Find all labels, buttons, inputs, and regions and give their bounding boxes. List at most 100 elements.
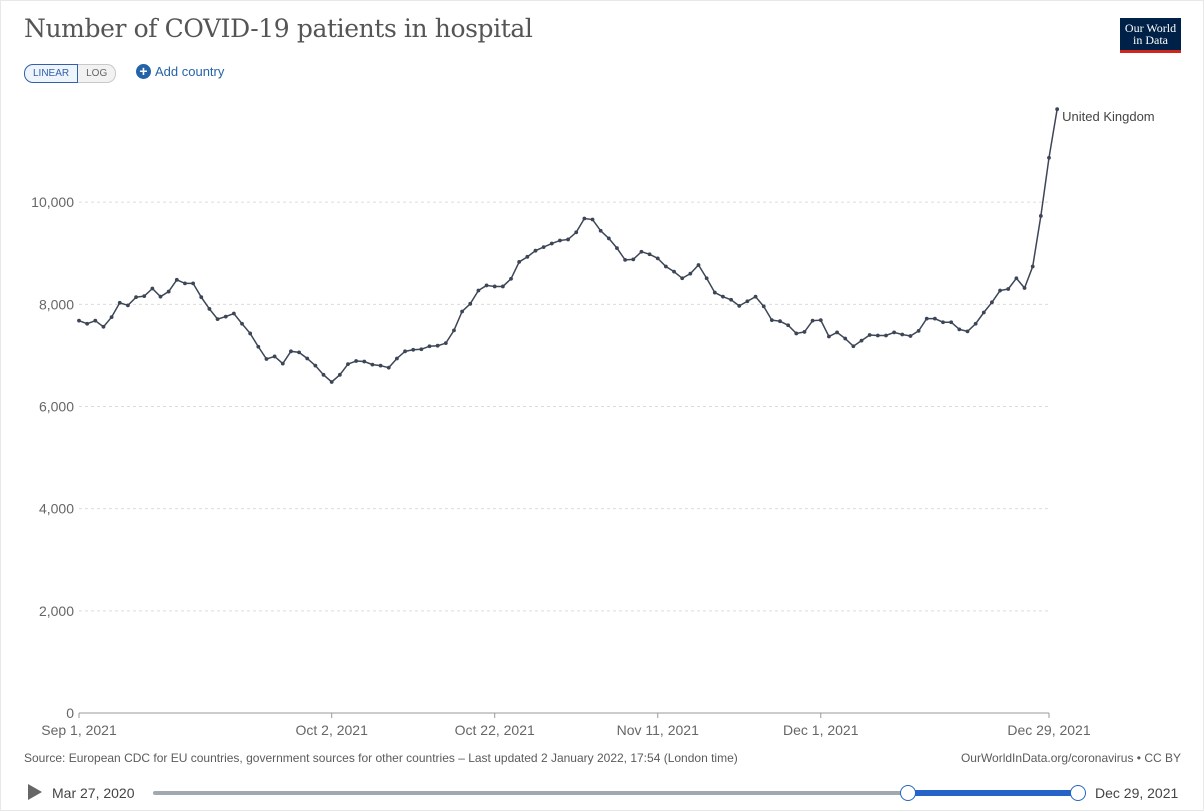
source-note: Source: European CDC for EU countries, g… bbox=[24, 751, 738, 765]
x-tick-label: Oct 22, 2021 bbox=[455, 722, 535, 738]
data-point bbox=[1014, 276, 1019, 281]
data-point bbox=[427, 344, 432, 349]
data-point bbox=[231, 311, 236, 316]
data-point bbox=[1006, 287, 1011, 291]
linear-scale-button[interactable]: LINEAR bbox=[24, 64, 79, 83]
data-point bbox=[884, 333, 888, 338]
data-point bbox=[623, 257, 628, 262]
data-point bbox=[541, 245, 546, 250]
y-tick-label: 2,000 bbox=[39, 603, 74, 619]
data-point bbox=[346, 362, 350, 367]
data-point bbox=[1055, 107, 1060, 112]
data-point bbox=[533, 248, 538, 253]
data-point bbox=[835, 330, 839, 335]
x-tick-label: Dec 1, 2021 bbox=[783, 722, 859, 738]
data-point bbox=[517, 260, 522, 264]
data-point bbox=[468, 301, 473, 306]
data-point bbox=[566, 237, 570, 242]
timeline-selection bbox=[907, 790, 1078, 796]
data-point bbox=[761, 304, 766, 309]
series-label: United Kingdom bbox=[1062, 109, 1155, 124]
timeline-end-handle[interactable] bbox=[1070, 785, 1086, 801]
data-point bbox=[892, 330, 897, 335]
timeline-end-label: Dec 29, 2021 bbox=[1095, 785, 1179, 801]
y-tick-label: 4,000 bbox=[39, 501, 74, 517]
data-point bbox=[1022, 286, 1027, 290]
timeline-start-handle[interactable] bbox=[900, 785, 916, 801]
data-point bbox=[476, 288, 481, 293]
add-country-label: Add country bbox=[155, 64, 225, 79]
data-point bbox=[207, 307, 212, 311]
data-point bbox=[990, 300, 994, 305]
data-point bbox=[289, 349, 293, 354]
data-point bbox=[305, 356, 310, 361]
data-point bbox=[484, 283, 489, 288]
add-country-button[interactable]: + Add country bbox=[136, 64, 224, 79]
y-tick-label: 6,000 bbox=[39, 399, 74, 415]
data-point bbox=[240, 321, 244, 326]
x-tick-label: Sep 1, 2021 bbox=[41, 722, 117, 738]
data-point bbox=[688, 271, 693, 276]
data-point bbox=[598, 228, 603, 233]
data-point bbox=[77, 318, 81, 323]
data-point bbox=[85, 321, 90, 326]
series-line-united-kingdom bbox=[78, 109, 1058, 383]
data-point bbox=[386, 365, 391, 370]
data-point bbox=[403, 349, 407, 354]
data-point bbox=[672, 269, 676, 274]
data-point bbox=[492, 284, 497, 289]
data-point bbox=[452, 328, 456, 333]
data-point bbox=[166, 289, 171, 294]
data-point bbox=[329, 380, 334, 384]
data-point bbox=[745, 299, 750, 304]
data-point bbox=[851, 344, 856, 349]
data-point bbox=[900, 332, 905, 337]
line-chart: 0 2,000 4,000 6,000 8,000 10,000 Sep 1, 2021 Oc… bbox=[31, 107, 1155, 738]
data-point bbox=[769, 318, 774, 323]
data-point bbox=[264, 357, 269, 361]
timeline-track[interactable] bbox=[153, 791, 1078, 795]
data-point bbox=[753, 294, 758, 299]
data-point bbox=[256, 344, 261, 349]
page-title: Number of COVID-19 patients in hospital bbox=[24, 14, 533, 43]
data-point bbox=[737, 303, 742, 308]
log-scale-button[interactable]: LOG bbox=[78, 64, 117, 83]
data-point bbox=[558, 238, 562, 243]
data-point bbox=[158, 294, 163, 299]
data-point bbox=[509, 276, 513, 281]
data-point bbox=[1047, 155, 1051, 160]
data-point bbox=[582, 216, 587, 221]
data-point bbox=[802, 330, 807, 334]
data-point bbox=[704, 276, 709, 281]
data-point bbox=[142, 294, 147, 299]
y-tick-label: 0 bbox=[66, 705, 74, 721]
scale-toggle: LINEAR LOG bbox=[24, 64, 117, 83]
data-point bbox=[721, 294, 725, 299]
data-point bbox=[223, 314, 228, 319]
data-point bbox=[272, 354, 277, 359]
data-point bbox=[370, 362, 375, 367]
data-point bbox=[818, 318, 823, 323]
logo-line-1: Our World bbox=[1124, 21, 1177, 35]
data-point bbox=[631, 257, 636, 262]
data-point bbox=[280, 361, 285, 366]
play-icon[interactable] bbox=[28, 784, 42, 800]
data-point bbox=[134, 295, 138, 300]
data-point bbox=[786, 323, 791, 328]
data-point bbox=[908, 334, 913, 338]
source-url[interactable]: OurWorldInData.org/coronavirus • CC BY bbox=[960, 751, 1181, 765]
data-point bbox=[354, 359, 359, 363]
data-point bbox=[93, 318, 98, 323]
data-point bbox=[500, 284, 505, 289]
data-point bbox=[313, 363, 318, 368]
owid-logo[interactable]: Our World in Data bbox=[1120, 18, 1181, 53]
data-point bbox=[574, 230, 579, 235]
data-point bbox=[443, 341, 448, 346]
data-point bbox=[215, 317, 220, 322]
data-point bbox=[712, 290, 717, 295]
data-point bbox=[696, 263, 701, 267]
data-point bbox=[875, 333, 880, 338]
data-point bbox=[794, 331, 799, 336]
data-point bbox=[411, 347, 416, 352]
data-point bbox=[337, 372, 342, 377]
